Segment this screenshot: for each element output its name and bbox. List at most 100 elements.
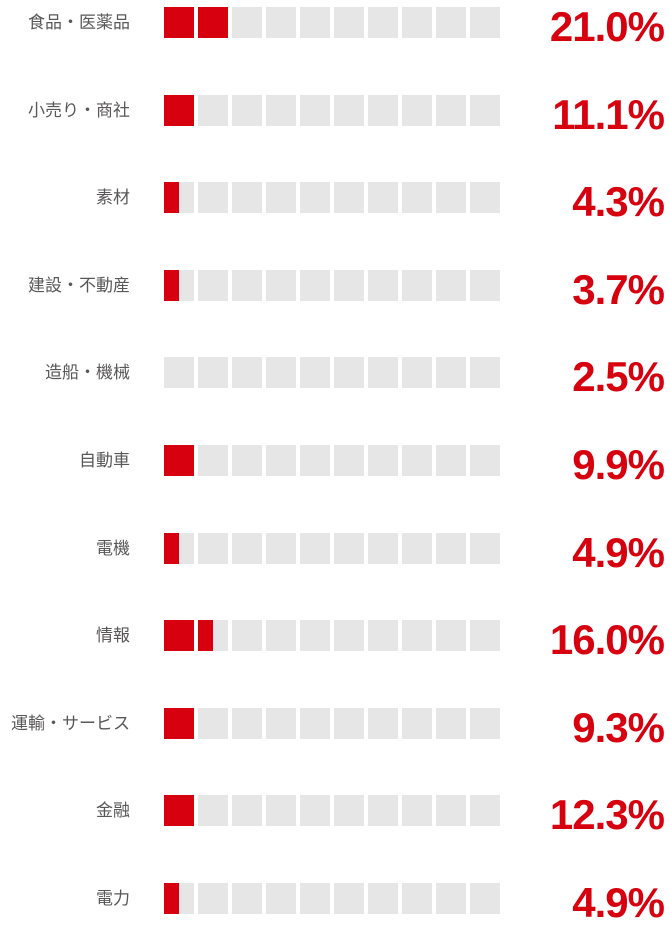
bar-block [164,620,194,652]
bar-block [266,707,296,739]
bar-block [232,182,262,214]
bar-track [164,7,500,38]
value-label: 2.5% [572,353,665,401]
bar-block-fill [198,7,228,38]
bar-block [436,182,466,214]
bar-track [164,795,500,827]
bar-block [232,620,262,652]
bar-block [470,707,500,739]
chart-row: 電機 4.9% [0,531,670,573]
bar-block [436,882,466,914]
bar-track [164,269,500,301]
bar-block [300,94,330,126]
value-label: 9.9% [572,440,665,488]
category-label: 金融 [96,801,130,821]
bar-block [232,94,262,126]
bar-block [368,882,398,914]
category-label: 建設・不動産 [28,275,130,295]
bar-block [470,532,500,564]
chart-row: 小売り・商社 11.1% [0,93,670,135]
bar-block [334,620,364,652]
bar-block [266,882,296,914]
bar-block [436,620,466,652]
bar-block [470,620,500,652]
bar-block-fill [164,532,179,564]
chart-row: 電力 4.9% [0,881,670,923]
category-label: 電機 [96,538,130,558]
bar-block [198,620,228,652]
category-label: 小売り・商社 [28,100,130,120]
bar-block [470,795,500,827]
value-label: 4.9% [572,878,665,926]
category-label: 情報 [96,626,130,646]
bar-block [368,182,398,214]
bar-block [334,7,364,38]
bar-block [232,269,262,301]
category-label: 運輸・サービス [11,713,130,733]
bar-block [334,94,364,126]
bar-block-fill [164,7,194,38]
bar-block [402,357,432,389]
bar-track [164,94,500,126]
bar-block [266,182,296,214]
category-label: 造船・機械 [45,363,130,383]
chart-row: 自動車 9.9% [0,443,670,485]
bar-block [436,269,466,301]
bar-block [436,357,466,389]
bar-block [436,532,466,564]
bar-block [368,444,398,476]
bar-block-fill [164,707,194,739]
value-label: 4.9% [572,528,665,576]
bar-block [198,269,228,301]
bar-block-fill [164,620,194,652]
chart-row: 食品・医薬品 21.0% [0,6,670,48]
bar-block [300,795,330,827]
bar-block [402,707,432,739]
bar-block [164,532,194,564]
bar-block [232,532,262,564]
value-label: 4.3% [572,178,665,226]
bar-block-fill [198,620,213,652]
bar-block [470,94,500,126]
bar-block [232,795,262,827]
bar-block [402,444,432,476]
bar-block [300,707,330,739]
bar-block [164,182,194,214]
bar-block [198,707,228,739]
bar-block [266,357,296,389]
bar-block [402,7,432,38]
bar-block [164,7,194,38]
value-label: 12.3% [549,791,665,839]
bar-block [266,444,296,476]
bar-block [300,620,330,652]
bar-block [164,94,194,126]
bar-block [334,532,364,564]
chart-row: 情報 16.0% [0,619,670,661]
bar-block [232,7,262,38]
bar-block [164,357,194,389]
value-label: 16.0% [549,616,665,664]
category-label: 素材 [96,188,130,208]
bar-track [164,882,500,914]
bar-block [266,269,296,301]
bar-block [334,444,364,476]
bar-block [334,182,364,214]
bar-block [164,444,194,476]
bar-block [334,795,364,827]
bar-block [300,882,330,914]
bar-block [198,795,228,827]
bar-block [232,882,262,914]
bar-track [164,444,500,476]
bar-block [198,532,228,564]
bar-block-fill [164,444,194,476]
bar-block [470,882,500,914]
bar-block [266,620,296,652]
chart-row: 建設・不動産 3.7% [0,268,670,310]
bar-block [266,795,296,827]
value-label: 3.7% [572,265,665,313]
chart-row: 運輸・サービス 9.3% [0,706,670,748]
bar-block [198,357,228,389]
bar-block [300,357,330,389]
bar-block [470,357,500,389]
bar-block [436,444,466,476]
